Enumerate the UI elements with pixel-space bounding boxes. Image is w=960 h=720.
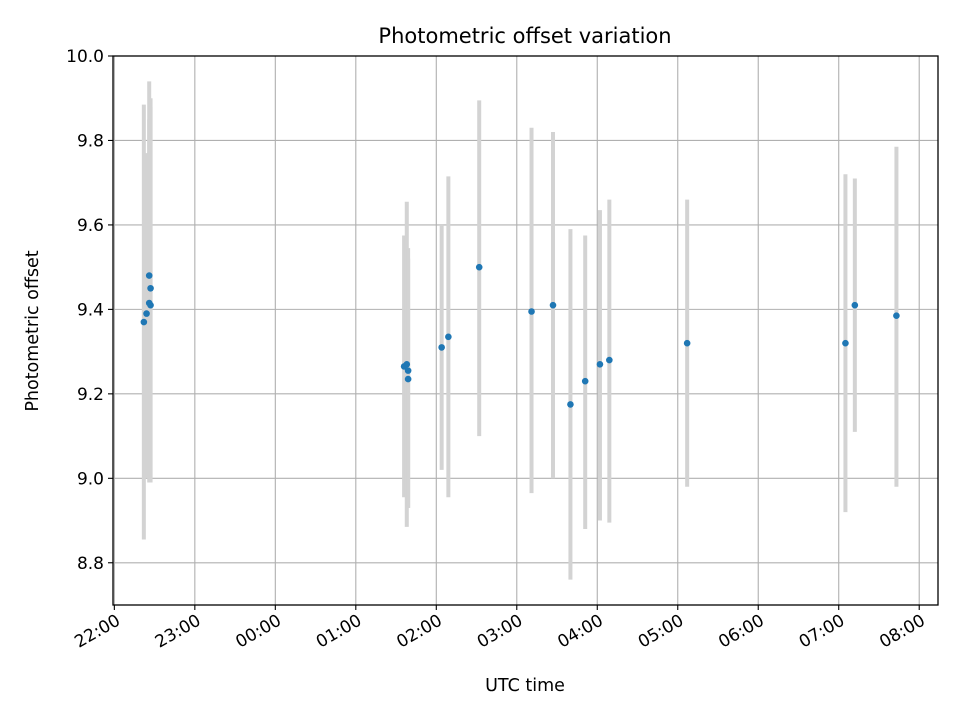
x-axis-title: UTC time [485,676,565,696]
data-point [475,263,483,271]
data-point [438,344,445,351]
grid-lines [113,55,938,605]
chart-title: Photometric offset variation [378,24,671,48]
data-point [851,301,859,309]
y-tick-label: 8.8 [77,554,104,574]
data-point [147,301,154,309]
y-tick-label: 9.0 [77,469,104,489]
data-point [683,339,691,347]
error-bars [141,81,899,580]
data-point [445,333,452,341]
data-point [140,318,148,326]
data-point [145,272,153,279]
data-point [143,310,150,317]
data-points [140,263,900,408]
data-point [549,301,557,309]
data-point [596,360,604,368]
y-tick-label: 10.0 [66,47,104,67]
data-point [606,356,613,364]
data-point [528,308,535,315]
y-tick-label: 9.2 [77,385,104,405]
data-point [147,284,154,292]
data-point [404,375,412,383]
data-point [581,377,589,385]
y-tick-label: 9.6 [77,216,104,236]
data-point [403,360,411,368]
y-axis-title: Photometric offset [23,250,43,411]
y-tick-label: 9.4 [77,300,104,320]
y-tick-label: 9.8 [77,131,104,151]
data-point [893,312,900,320]
y-axis-ticks: 8.8 9.0 9.2 9.4 9.6 9.8 10.0 [66,47,113,574]
plot-frame [112,55,939,606]
data-point [404,367,412,374]
data-point [842,339,849,347]
data-point [567,401,574,408]
